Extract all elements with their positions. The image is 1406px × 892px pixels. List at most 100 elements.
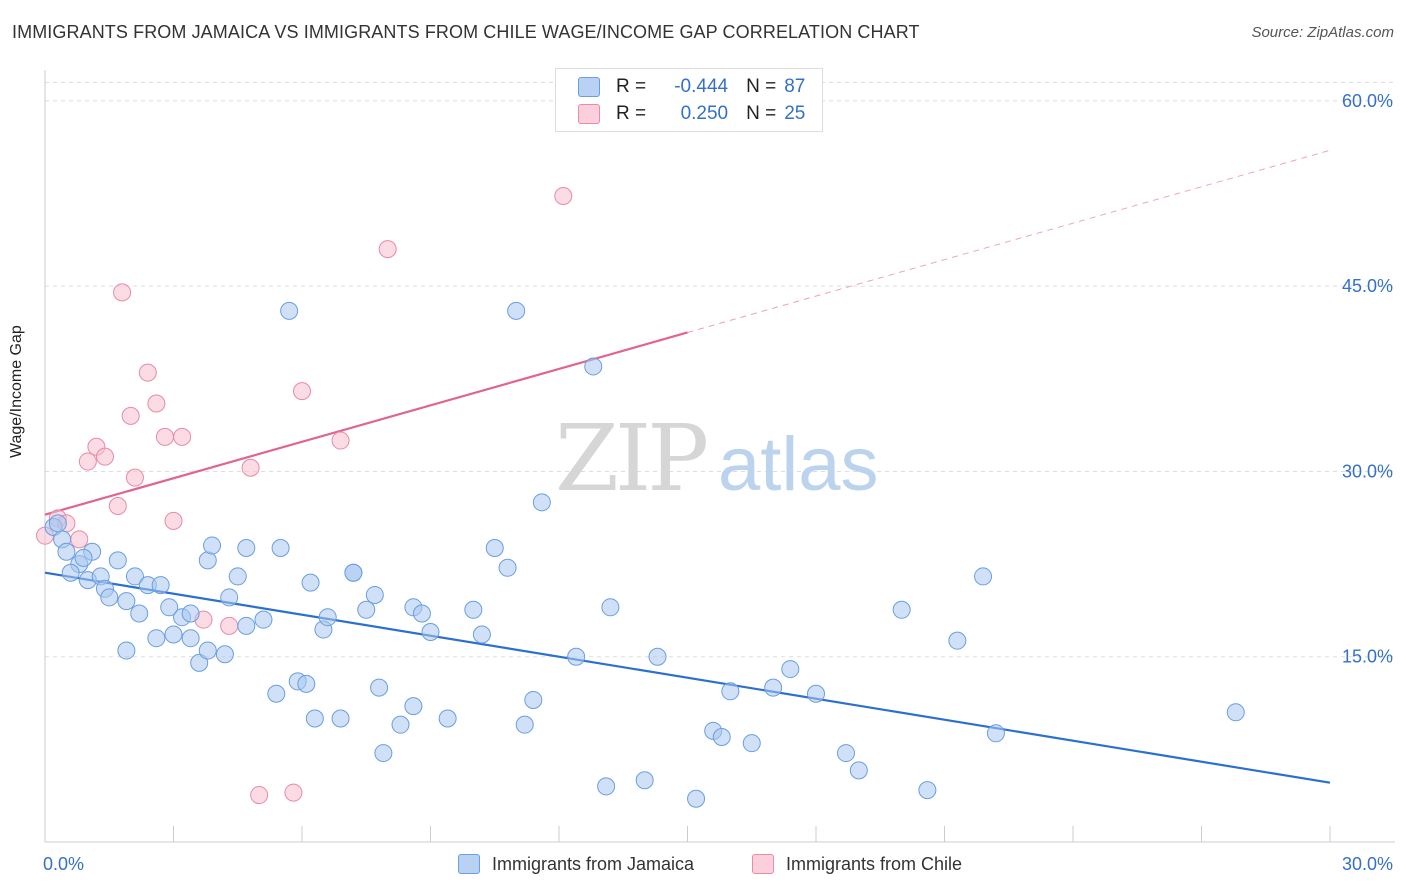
jamaica-point <box>181 629 200 648</box>
jamaica-point <box>974 567 993 586</box>
jamaica-point <box>198 551 217 570</box>
chile-point <box>241 458 260 477</box>
jamaica-point <box>986 724 1005 743</box>
jamaica-point <box>344 563 363 582</box>
grid-lines <box>45 81 1395 658</box>
chile-point <box>113 283 132 302</box>
chile-point <box>155 427 174 446</box>
jamaica-point <box>742 734 761 753</box>
jamaica-point <box>215 645 234 664</box>
jamaica-point <box>331 709 350 728</box>
jamaica-point <box>712 728 731 747</box>
jamaica-point <box>635 771 654 790</box>
jamaica-point <box>203 536 222 555</box>
jamaica-point <box>836 744 855 763</box>
data-points <box>36 186 1245 808</box>
y-tick-label: 30.0% <box>1342 461 1393 481</box>
jamaica-point <box>918 781 937 800</box>
chile-point <box>78 452 97 471</box>
chart-source: Source: ZipAtlas.com <box>1251 24 1394 41</box>
jamaica-point <box>892 600 911 619</box>
chile-point <box>95 447 114 466</box>
jamaica-r-value: -0.444 <box>674 76 729 97</box>
axes <box>44 70 1395 843</box>
jamaica-point <box>567 647 586 666</box>
jamaica-point <box>485 539 504 558</box>
jamaica-point <box>280 301 299 320</box>
jamaica-point <box>648 647 667 666</box>
jamaica-point <box>100 588 119 607</box>
jamaica-point <box>198 641 217 660</box>
chile-n-value: 25 <box>784 103 806 124</box>
jamaica-point <box>498 558 517 577</box>
tick-labels: 15.0% 30.0% 45.0% 60.0% 0.0% 30.0% <box>43 91 1393 874</box>
jamaica-point <box>464 600 483 619</box>
jamaica-point <box>271 539 290 558</box>
y-tick-label: 60.0% <box>1342 91 1393 111</box>
jamaica-point <box>305 709 324 728</box>
jamaica-point <box>108 551 127 570</box>
jamaica-point <box>57 542 76 561</box>
jamaica-point <box>781 660 800 679</box>
jamaica-point <box>532 493 551 512</box>
chile-point <box>164 511 183 530</box>
jamaica-point <box>190 653 209 672</box>
jamaica-point <box>524 690 543 709</box>
jamaica-point <box>472 625 491 644</box>
chile-point <box>250 786 269 805</box>
n-label: N = <box>746 76 777 97</box>
chile-swatch <box>752 854 774 874</box>
jamaica-trend-line <box>44 571 1331 784</box>
jamaica-point <box>318 608 337 627</box>
chile-point <box>293 382 311 401</box>
correlation-legend: R = -0.444 N = 87 R = 0.250 N = 25 <box>555 68 823 132</box>
jamaica-point <box>687 789 706 808</box>
jamaica-point <box>181 604 200 623</box>
jamaica-point <box>228 567 247 586</box>
jamaica-n-value: 87 <box>784 76 806 97</box>
chile-trend-line-extension <box>687 149 1331 333</box>
jamaica-point <box>807 684 825 703</box>
chile-point <box>138 363 157 382</box>
jamaica-point <box>764 678 783 697</box>
legend-row-chile: R = 0.250 N = 25 <box>578 102 805 126</box>
jamaica-point <box>412 604 431 623</box>
y-tick-label: 45.0% <box>1342 276 1393 296</box>
legend-row-jamaica: R = -0.444 N = 87 <box>578 75 805 99</box>
bottom-legend-jamaica: Immigrants from Jamaica <box>458 852 694 876</box>
jamaica-point <box>601 598 620 617</box>
jamaica-point <box>164 625 183 644</box>
chile-point <box>284 783 303 802</box>
jamaica-point <box>948 631 967 650</box>
chile-point <box>147 394 166 413</box>
jamaica-point <box>254 610 273 629</box>
chile-point <box>121 406 140 425</box>
jamaica-point <box>125 567 144 586</box>
jamaica-point <box>721 682 740 701</box>
watermark-atlas: atlas <box>718 422 879 507</box>
jamaica-point <box>597 777 616 796</box>
n-label: N = <box>746 103 777 124</box>
jamaica-point <box>849 761 868 780</box>
chile-r-value: 0.250 <box>680 103 729 124</box>
jamaica-point <box>1226 703 1245 722</box>
jamaica-point <box>515 715 534 734</box>
jamaica-point <box>117 592 136 611</box>
jamaica-point <box>370 678 389 697</box>
jamaica-point <box>74 548 93 567</box>
trend-lines <box>44 149 1331 784</box>
chile-point <box>125 468 144 487</box>
r-label: R = <box>616 103 647 124</box>
jamaica-point <box>297 674 316 693</box>
watermark: ZIP atlas <box>555 405 879 512</box>
jamaica-point <box>237 616 256 635</box>
jamaica-point <box>130 604 149 623</box>
jamaica-point <box>61 563 80 582</box>
chile-point <box>378 240 397 259</box>
jamaica-point <box>160 598 179 617</box>
chile-point <box>331 431 350 450</box>
jamaica-point <box>404 697 423 716</box>
r-label: R = <box>616 76 647 97</box>
jamaica-point <box>237 539 256 558</box>
chart-title: IMMIGRANTS FROM JAMAICA VS IMMIGRANTS FR… <box>12 22 920 42</box>
